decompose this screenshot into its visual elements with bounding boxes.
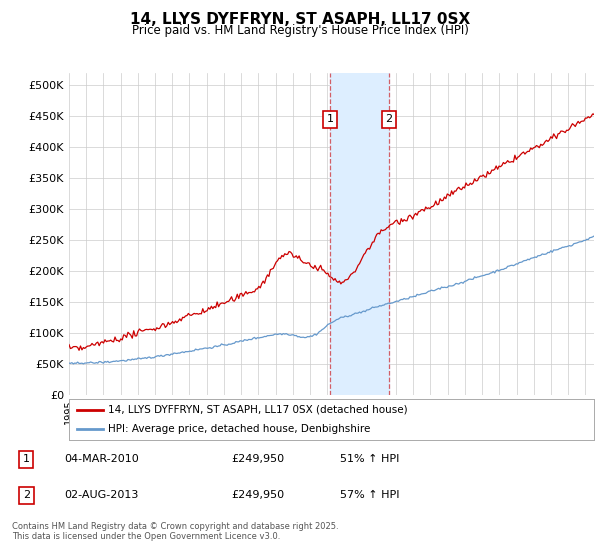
Text: 04-MAR-2010: 04-MAR-2010	[64, 454, 139, 464]
Bar	[330, 73, 389, 395]
Text: 1: 1	[23, 454, 30, 464]
Text: 1: 1	[326, 114, 334, 124]
Text: 51% ↑ HPI: 51% ↑ HPI	[340, 454, 400, 464]
Text: Contains HM Land Registry data © Crown copyright and database right 2025.
This d: Contains HM Land Registry data © Crown c…	[12, 522, 338, 542]
Text: 14, LLYS DYFFRYN, ST ASAPH, LL17 0SX (detached house): 14, LLYS DYFFRYN, ST ASAPH, LL17 0SX (de…	[109, 405, 408, 415]
Text: £249,950: £249,950	[231, 454, 284, 464]
Text: HPI: Average price, detached house, Denbighshire: HPI: Average price, detached house, Denb…	[109, 423, 371, 433]
Text: 2: 2	[385, 114, 392, 124]
Text: 57% ↑ HPI: 57% ↑ HPI	[340, 491, 400, 501]
Text: 2: 2	[23, 491, 30, 501]
Text: £249,950: £249,950	[231, 491, 284, 501]
Text: 02-AUG-2013: 02-AUG-2013	[64, 491, 138, 501]
Text: 14, LLYS DYFFRYN, ST ASAPH, LL17 0SX: 14, LLYS DYFFRYN, ST ASAPH, LL17 0SX	[130, 12, 470, 27]
Text: Price paid vs. HM Land Registry's House Price Index (HPI): Price paid vs. HM Land Registry's House …	[131, 24, 469, 37]
